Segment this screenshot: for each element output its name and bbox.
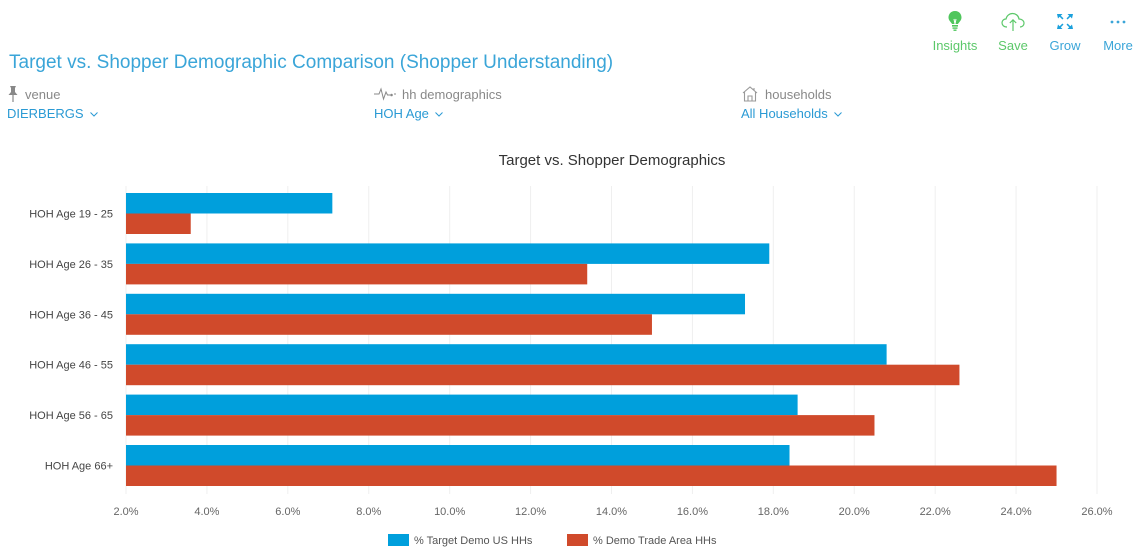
chart-title: Target vs. Shopper Demographics [499, 152, 726, 169]
expand-icon [1057, 14, 1073, 29]
save-label: Save [998, 38, 1028, 53]
x-tick-label: 16.0% [677, 506, 708, 518]
x-axis-ticks: 2.0% 4.0% 6.0% 8.0% 10.0% 12.0% 14.0% 16.0% 18.0… [113, 506, 1112, 518]
y-category-label: HOH Age 26 - 35 [29, 259, 113, 271]
bar-trade-area[interactable] [126, 415, 875, 436]
x-tick-label: 12.0% [515, 506, 546, 518]
filter-households-label: households [765, 86, 832, 102]
more-button[interactable]: More [1100, 10, 1136, 53]
y-category-label: HOH Age 46 - 55 [29, 360, 113, 372]
x-tick-label: 14.0% [596, 506, 627, 518]
pulse-icon [374, 87, 396, 101]
bar-target-demo[interactable] [126, 445, 790, 466]
x-tick-label: 20.0% [839, 506, 870, 518]
house-icon [742, 86, 758, 102]
insights-label: Insights [932, 38, 978, 53]
legend-swatch-trade-area [567, 534, 588, 546]
bar-trade-area[interactable] [126, 465, 1057, 487]
households-value: All Households [741, 106, 828, 121]
x-tick-label: 26.0% [1081, 506, 1112, 518]
bar-target-demo[interactable] [126, 243, 770, 264]
y-category-label: HOH Age 19 - 25 [29, 209, 113, 221]
x-tick-label: 2.0% [113, 506, 138, 518]
filter-venue: venue DIERBERGS [7, 84, 98, 121]
save-button[interactable]: Save [996, 10, 1030, 53]
x-tick-label: 6.0% [275, 506, 300, 518]
legend: % Target Demo US HHs % Demo Trade Area H… [388, 534, 717, 547]
x-tick-label: 10.0% [434, 506, 465, 518]
more-label: More [1103, 38, 1133, 53]
y-category-label: HOH Age 56 - 65 [29, 410, 113, 422]
x-tick-label: 18.0% [758, 506, 789, 518]
insights-button[interactable]: Insights [932, 10, 978, 53]
x-tick-label: 8.0% [356, 506, 381, 518]
more-dots-icon [1110, 20, 1126, 24]
bar-target-demo[interactable] [126, 344, 887, 365]
filter-venue-label: venue [25, 86, 61, 102]
bar-trade-area[interactable] [126, 213, 191, 235]
hh-demographics-dropdown[interactable]: HOH Age [374, 106, 502, 121]
filter-hh-demographics: hh demographics HOH Age [374, 84, 502, 121]
bars [126, 193, 1057, 486]
page-title: Target vs. Shopper Demographic Compariso… [9, 52, 614, 73]
lightbulb-icon [948, 11, 962, 31]
venue-value: DIERBERGS [7, 106, 84, 121]
households-dropdown[interactable]: All Households [741, 106, 842, 121]
legend-label-trade-area: % Demo Trade Area HHs [593, 535, 717, 547]
bar-trade-area[interactable] [126, 263, 588, 285]
legend-swatch-target-demo [388, 534, 409, 546]
grow-button[interactable]: Grow [1047, 10, 1083, 53]
bar-target-demo[interactable] [126, 193, 333, 214]
y-axis-labels: HOH Age 19 - 25 HOH Age 26 - 35 HOH Age 36… [29, 209, 113, 473]
legend-label-target-demo: % Target Demo US HHs [414, 535, 533, 547]
pin-icon [8, 86, 18, 102]
chevron-down-icon [89, 111, 98, 117]
chevron-down-icon [435, 111, 443, 117]
x-tick-label: 24.0% [1000, 506, 1031, 518]
chevron-down-icon [833, 111, 842, 117]
filter-households: households All Households [741, 84, 842, 121]
bar-target-demo[interactable] [126, 293, 746, 315]
hh-demographics-value: HOH Age [374, 106, 429, 121]
cloud-upload-icon [1001, 12, 1025, 31]
bar-trade-area[interactable] [126, 314, 652, 335]
x-tick-label: 4.0% [194, 506, 219, 518]
y-category-label: HOH Age 36 - 45 [29, 309, 113, 321]
y-category-label: HOH Age 66+ [45, 461, 113, 473]
bar-trade-area[interactable] [126, 364, 960, 386]
bar-target-demo[interactable] [126, 394, 798, 416]
x-tick-label: 22.0% [920, 506, 951, 518]
gridlines [125, 186, 1098, 494]
grow-label: Grow [1049, 38, 1081, 53]
venue-dropdown[interactable]: DIERBERGS [7, 106, 98, 121]
filter-hh-demographics-label: hh demographics [402, 86, 502, 102]
toolbar: Insights Save Grow More [920, 10, 1140, 56]
